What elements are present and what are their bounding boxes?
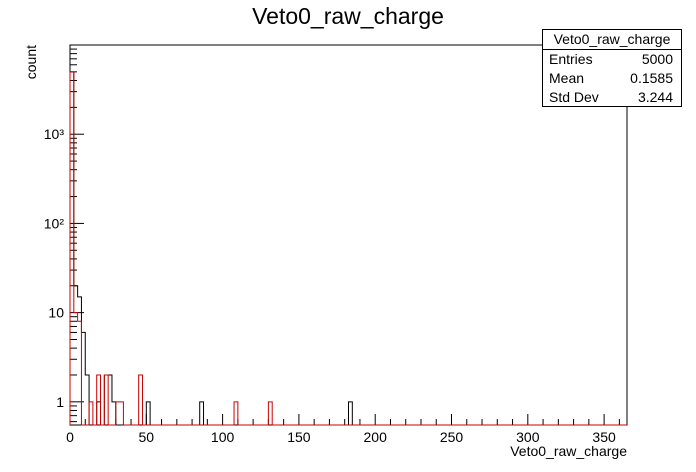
y-tick-label: 1 <box>56 394 64 410</box>
stats-row-entries: Entries 5000 <box>543 50 681 69</box>
histogram-series-2 <box>69 71 627 426</box>
stats-label: Std Dev <box>549 89 599 105</box>
x-tick-label: 300 <box>516 429 540 445</box>
histogram-bin <box>116 402 120 425</box>
y-tick-label: 10² <box>44 215 65 231</box>
x-tick-label: 150 <box>287 429 311 445</box>
x-tick-label: 250 <box>440 429 464 445</box>
histogram-bin <box>89 402 93 425</box>
histogram-bin <box>120 402 124 425</box>
x-tick-label: 50 <box>139 429 155 445</box>
y-axis-label: count <box>23 45 39 79</box>
histogram-bin <box>74 313 78 425</box>
histogram-bin <box>104 375 108 425</box>
histogram-bin <box>78 321 82 425</box>
x-tick-label: 100 <box>211 429 235 445</box>
histogram-bin <box>268 402 272 425</box>
histogram-bin <box>85 375 89 425</box>
x-tick-label: 0 <box>66 429 74 445</box>
stats-value: 5000 <box>641 51 673 67</box>
histogram-bin <box>349 402 353 425</box>
histogram-bin <box>146 402 150 425</box>
y-tick-label: 10 <box>48 305 64 321</box>
stats-label: Mean <box>549 70 585 86</box>
stats-value: 0.1585 <box>630 70 673 86</box>
stats-value: 3.244 <box>637 89 673 105</box>
stats-label: Entries <box>549 51 593 67</box>
histogram-bin <box>112 402 116 425</box>
histogram-bin <box>70 72 74 425</box>
x-tick-label: 350 <box>592 429 616 445</box>
chart-title: Veto0_raw_charge <box>252 3 444 29</box>
stats-row-stddev: Std Dev 3.244 <box>543 88 681 107</box>
y-tick-label: 10³ <box>44 126 65 142</box>
x-axis-label: Veto0_raw_charge <box>510 443 627 459</box>
stats-box-title: Veto0_raw_charge <box>543 30 681 50</box>
stats-row-mean: Mean 0.1585 <box>543 69 681 88</box>
histogram-bin <box>97 375 101 425</box>
histogram-series-1 <box>69 71 627 426</box>
histogram-bin <box>234 402 238 425</box>
histogram-bin <box>81 332 85 425</box>
histogram-bin <box>139 375 143 425</box>
histogram-bin <box>200 402 204 425</box>
histogram-bin <box>108 375 112 425</box>
x-tick-label: 200 <box>364 429 388 445</box>
stats-box: Veto0_raw_charge Entries 5000 Mean 0.158… <box>542 29 682 107</box>
